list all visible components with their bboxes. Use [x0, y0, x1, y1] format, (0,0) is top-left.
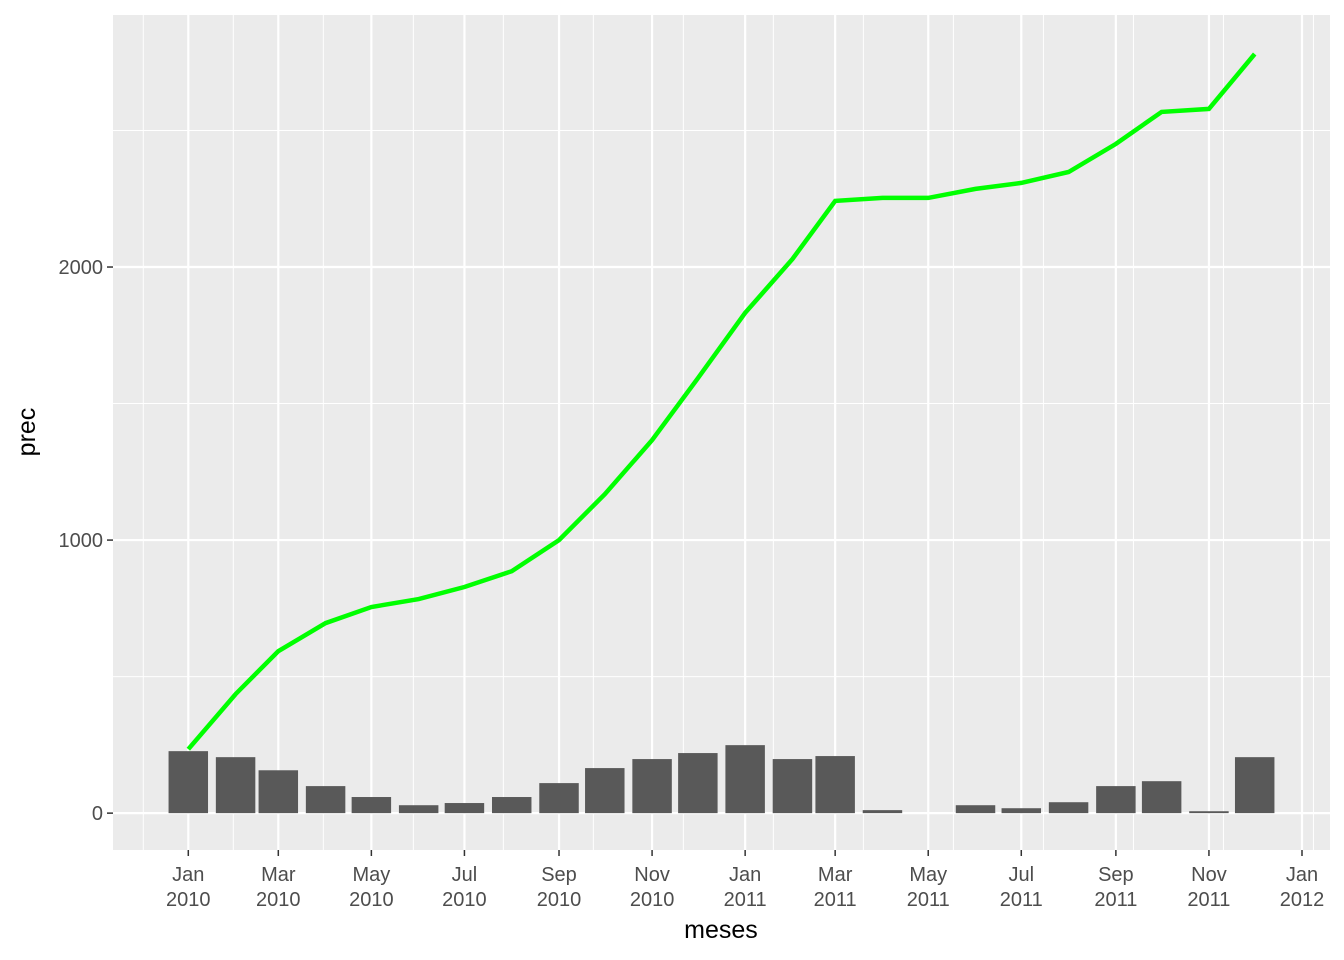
bar — [215, 757, 256, 814]
bar — [168, 751, 209, 814]
bar — [305, 786, 346, 814]
bar — [539, 783, 579, 814]
bar — [772, 759, 813, 814]
bar — [955, 805, 996, 814]
bar — [632, 759, 672, 814]
x-tick-label: May 2010 — [349, 864, 394, 911]
panel — [113, 15, 1330, 850]
bar — [1048, 802, 1089, 814]
bar — [258, 770, 299, 814]
marks — [168, 52, 1275, 814]
x-axis-title: meses — [684, 916, 758, 944]
y-tick-label: 2000 — [59, 257, 104, 279]
bar — [1141, 781, 1182, 814]
bar — [491, 797, 532, 814]
bar — [444, 803, 485, 814]
x-tick-label: Sep 2011 — [1094, 864, 1137, 911]
x-tick-label: Jul 2011 — [1000, 864, 1043, 911]
x-tick-label: Jul 2010 — [442, 864, 487, 911]
y-tick-label: 0 — [92, 803, 103, 825]
bar — [1001, 808, 1042, 814]
bar — [1189, 811, 1229, 814]
bar — [1234, 757, 1275, 814]
x-tick-label: Mar 2010 — [256, 864, 301, 911]
bar — [862, 810, 903, 814]
bar — [585, 768, 625, 814]
grid — [113, 15, 1330, 850]
x-tick-label: Sep 2010 — [537, 864, 582, 911]
bar — [725, 745, 765, 814]
x-tick-label: Jan 2010 — [166, 864, 211, 911]
bar — [815, 756, 855, 814]
x-tick-label: Mar 2011 — [814, 864, 857, 911]
x-tick-label: Nov 2011 — [1187, 864, 1230, 911]
x-tick-label: Nov 2010 — [630, 864, 675, 911]
bar — [678, 753, 718, 814]
x-tick-label: Jan 2012 — [1280, 864, 1325, 911]
line — [186, 52, 1257, 751]
bar — [1096, 786, 1136, 814]
x-tick-label: May 2011 — [907, 864, 950, 911]
y-axis-title: prec — [13, 408, 41, 457]
bar — [398, 805, 439, 814]
x-tick-label: Jan 2011 — [724, 864, 767, 911]
y-tick-label: 1000 — [59, 530, 104, 552]
bar — [351, 797, 392, 814]
